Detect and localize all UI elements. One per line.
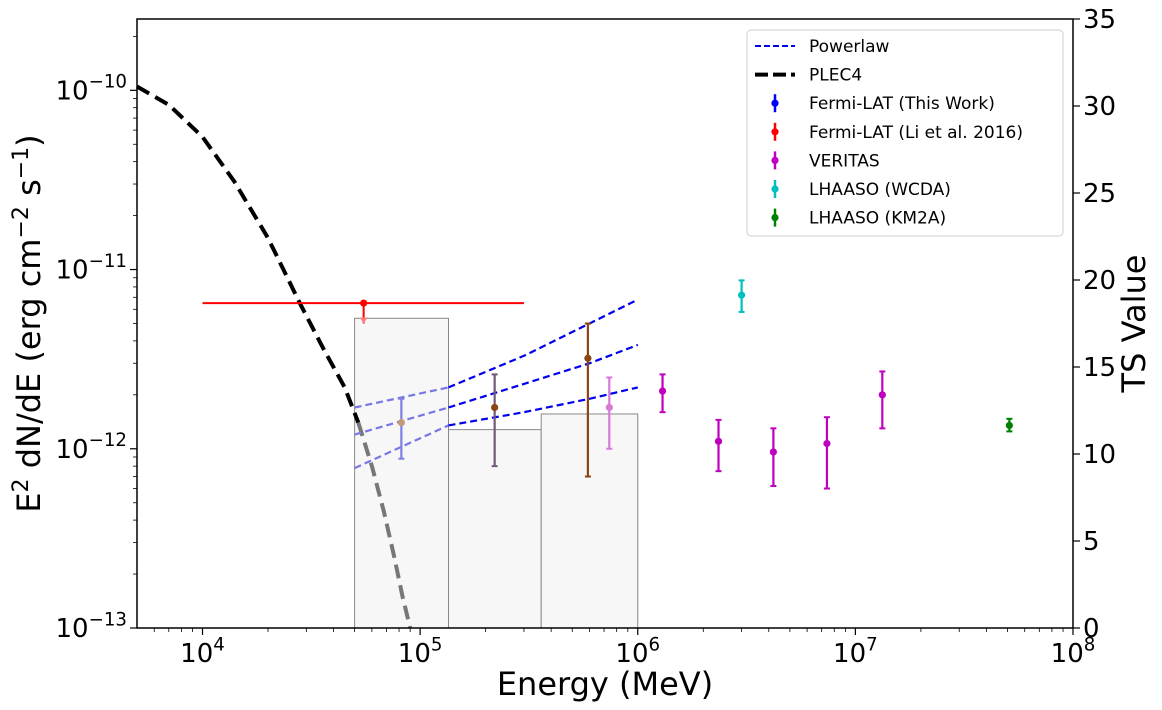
point-fermi-lat-li-et-al-2016--1-marker bbox=[360, 299, 368, 307]
y-left-tick-label-4: 10−10 bbox=[56, 72, 127, 107]
x-axis-title: Energy (MeV) bbox=[497, 665, 713, 703]
ts-bar-1 bbox=[354, 317, 449, 629]
y-left-tick-label-1: 10−13 bbox=[56, 609, 127, 644]
point-fermi-lat-this-work--1 bbox=[397, 397, 405, 460]
legend-entry-3-swatch-dot bbox=[771, 99, 779, 107]
y-right-tick-label-6: 25 bbox=[1083, 179, 1116, 209]
y-right-tick-label-4: 15 bbox=[1083, 353, 1116, 383]
legend-entry-6-swatch-dot bbox=[771, 185, 779, 193]
point-veritas-4-marker bbox=[769, 448, 777, 456]
y-right-tick-label-3: 10 bbox=[1083, 440, 1116, 470]
legend-entry-7: LHAASO (KM2A) bbox=[771, 208, 946, 229]
point-fermi-lat-this-work--2 bbox=[491, 373, 499, 468]
point-fermi-lat-li-et-al-2016--1 bbox=[202, 299, 524, 324]
point-fermi-lat-this-work--2-marker bbox=[491, 403, 499, 412]
legend-entry-4: Fermi-LAT (Li et al. 2016) bbox=[771, 122, 1023, 143]
legend-entry-2: PLEC4 bbox=[755, 66, 862, 86]
legend-entry-4-label: Fermi-LAT (Li et al. 2016) bbox=[809, 123, 1023, 143]
point-veritas-1-marker bbox=[605, 403, 613, 412]
y-right-tick-label-2: 5 bbox=[1083, 527, 1100, 557]
legend-entry-1: Powerlaw bbox=[755, 37, 890, 57]
point-fermi-lat-this-work--1-marker bbox=[397, 418, 405, 427]
y-left-tick-label-2: 10−12 bbox=[56, 430, 127, 465]
legend-box bbox=[746, 29, 1064, 237]
data-points bbox=[202, 279, 1013, 490]
x-tick-label-5: 108 bbox=[1051, 634, 1096, 669]
legend-entry-3-label: Fermi-LAT (This Work) bbox=[809, 94, 995, 114]
legend-entry-1-label: Powerlaw bbox=[809, 37, 890, 57]
point-veritas-6-marker bbox=[878, 391, 886, 399]
point-veritas-3 bbox=[714, 418, 723, 473]
point-fermi-lat-li-et-al-2016--1-ul-arrow bbox=[359, 317, 368, 324]
point-fermi-lat-this-work--3-marker bbox=[584, 354, 592, 362]
point-fermi-lat-this-work--3 bbox=[584, 322, 592, 478]
y-right-tick-label-1: 0 bbox=[1083, 614, 1100, 644]
y-right-tick-label-7: 30 bbox=[1083, 92, 1116, 122]
point-veritas-1 bbox=[605, 376, 613, 450]
point-veritas-3-marker bbox=[714, 437, 723, 445]
point-lhaaso-wcda--1 bbox=[737, 279, 746, 313]
x-tick-label-3: 106 bbox=[615, 634, 660, 669]
legend-entry-7-label: LHAASO (KM2A) bbox=[809, 209, 946, 229]
x-tick-label-4: 107 bbox=[833, 634, 878, 669]
x-tick-label-1: 104 bbox=[180, 634, 225, 669]
legend-entry-6-label: LHAASO (WCDA) bbox=[809, 180, 951, 200]
axis-ticks: 104 105 106 107 108 10−13 10−12 10−11 10−10 0 5 10 1… bbox=[56, 5, 1117, 669]
ts-bar-group bbox=[354, 317, 639, 629]
legend-entry-6: LHAASO (WCDA) bbox=[771, 180, 951, 200]
powerlaw-lower-faded bbox=[354, 424, 449, 470]
legend-entry-4-swatch-dot bbox=[771, 128, 779, 136]
x-tick-label-2: 105 bbox=[398, 634, 443, 669]
legend-entry-7-swatch-dot bbox=[771, 214, 779, 222]
ts-bar-3 bbox=[540, 413, 639, 629]
legend-entry-3: Fermi-LAT (This Work) bbox=[771, 94, 995, 114]
powerlaw-upper bbox=[448, 298, 639, 389]
point-lhaaso-km2a--1 bbox=[1005, 417, 1013, 433]
point-veritas-5 bbox=[823, 416, 831, 490]
point-veritas-4 bbox=[769, 427, 777, 487]
powerlaw-lower bbox=[448, 386, 639, 427]
y-right-tick-label-8: 35 bbox=[1083, 5, 1116, 35]
point-veritas-2-marker bbox=[658, 387, 667, 395]
point-lhaaso-km2a--1-marker bbox=[1005, 421, 1013, 430]
legend-entry-2-label: PLEC4 bbox=[809, 66, 862, 86]
point-lhaaso-wcda--1-marker bbox=[737, 291, 746, 299]
legend: Powerlaw PLEC4 Fermi-LAT (This Work) Fermi-… bbox=[746, 29, 1064, 237]
point-veritas-5-marker bbox=[823, 439, 831, 448]
y-left-tick-label-3: 10−11 bbox=[56, 251, 127, 286]
legend-entry-5-swatch-dot bbox=[771, 156, 779, 164]
powerlaw-middle bbox=[448, 343, 639, 409]
plec4-curve bbox=[136, 84, 361, 424]
plec4-curve-faded bbox=[356, 422, 413, 629]
legend-entry-5: VERITAS bbox=[771, 151, 880, 171]
point-veritas-2 bbox=[658, 373, 667, 414]
y-right-tick-label-5: 20 bbox=[1083, 266, 1116, 296]
y-axis-title-left: E2 dN/dE (erg cm−2 s−1) bbox=[9, 134, 48, 512]
powerlaw-upper-faded bbox=[354, 386, 449, 409]
legend-entry-5-label: VERITAS bbox=[809, 151, 880, 171]
model-curves bbox=[136, 84, 639, 629]
y-axis-title-right: TS Value bbox=[1115, 255, 1153, 394]
point-veritas-6 bbox=[878, 370, 886, 430]
